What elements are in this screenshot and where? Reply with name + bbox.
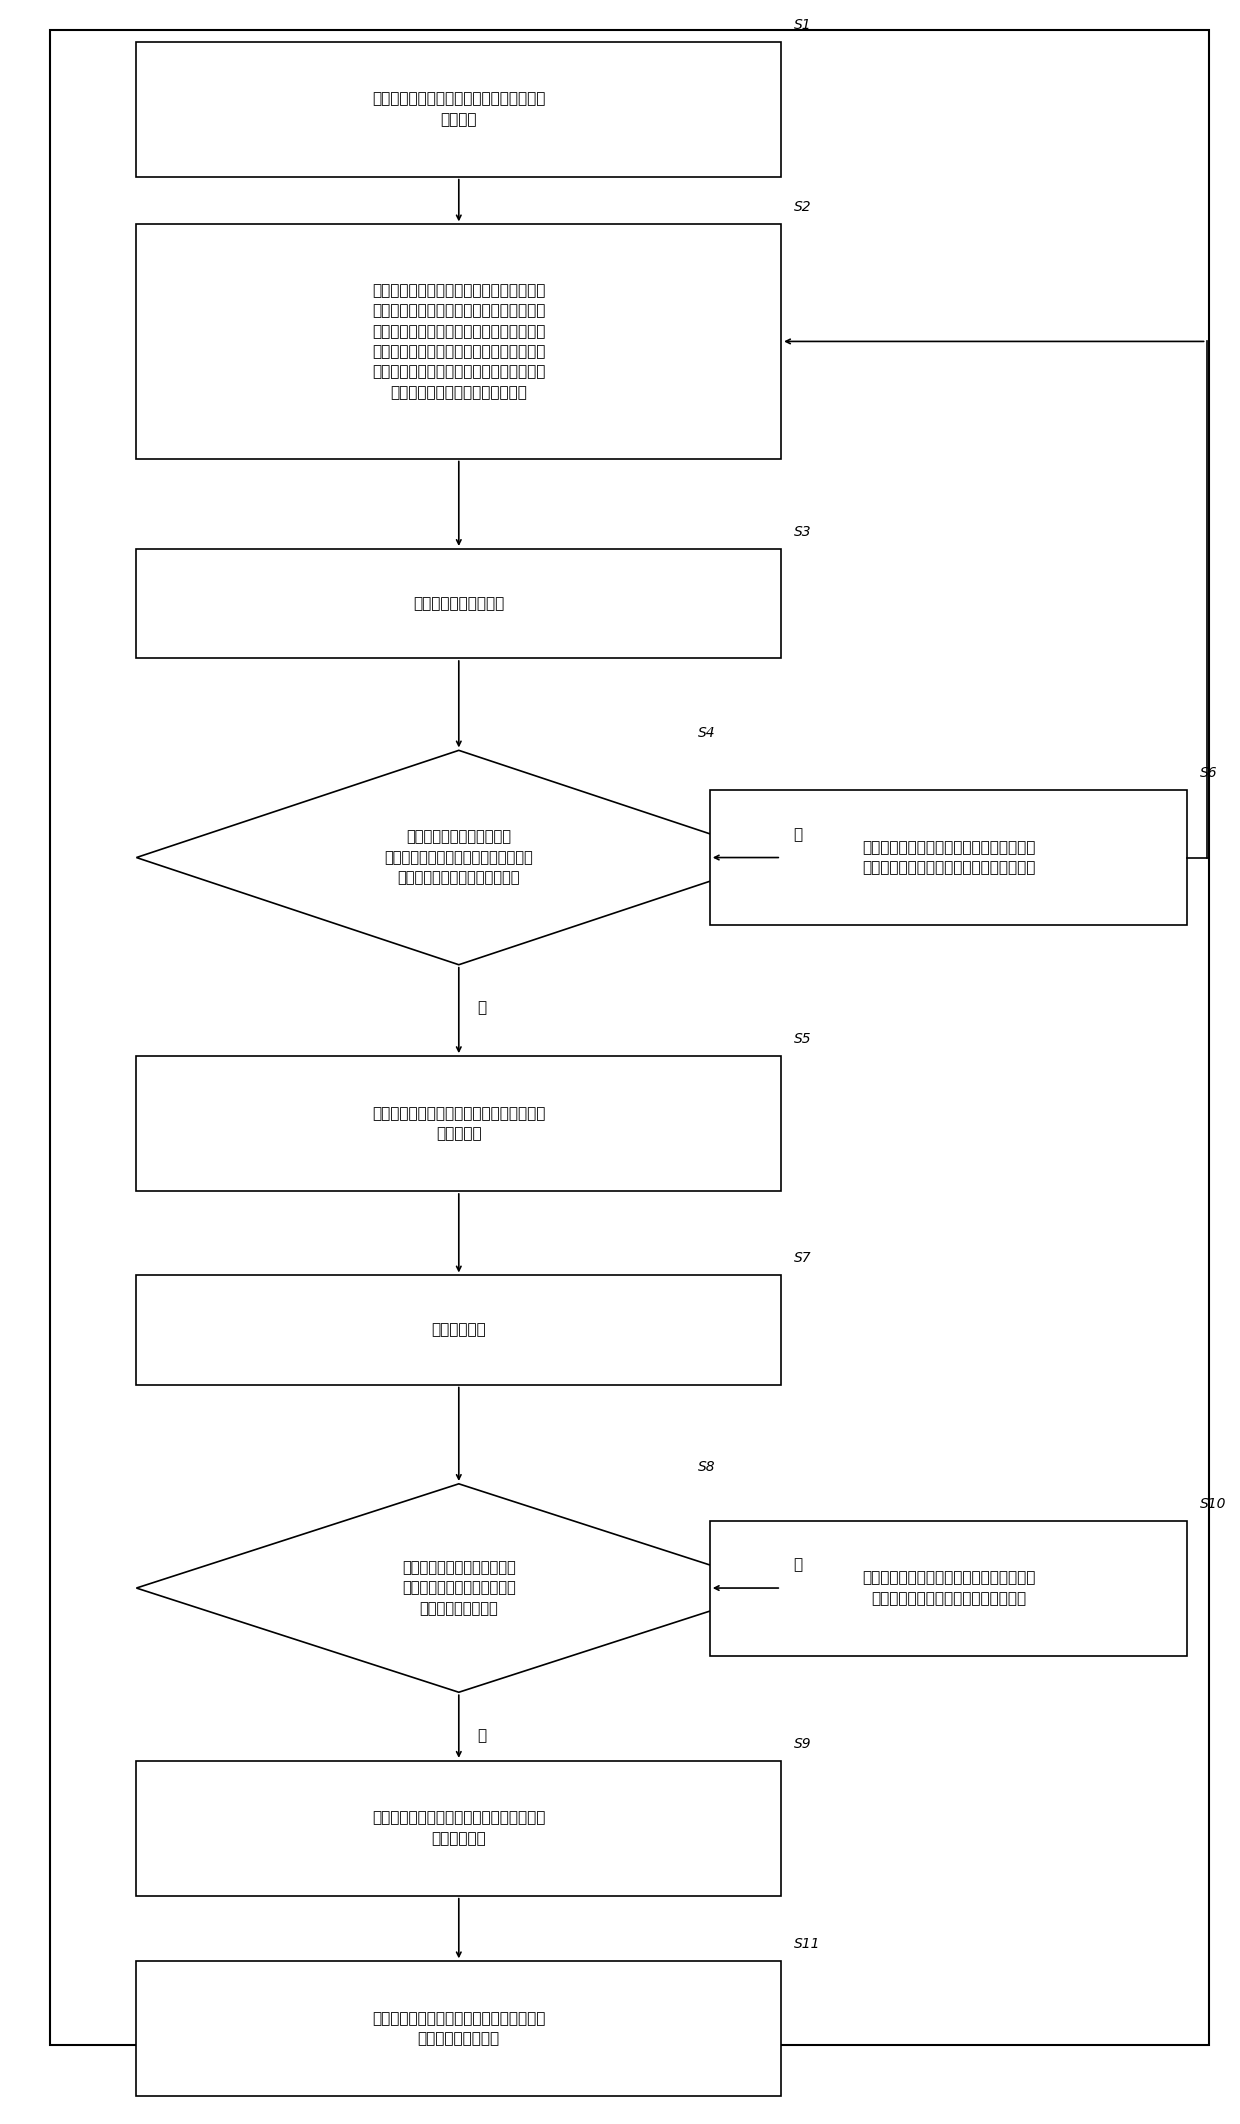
Text: 读取惯性测量单元数据: 读取惯性测量单元数据 <box>413 597 505 612</box>
Text: 当前的光流数据与前一时刻的
光流数据的差值的绝对值是否
在第二设定阈值内？: 当前的光流数据与前一时刻的 光流数据的差值的绝对值是否 在第二设定阈值内？ <box>402 1561 516 1616</box>
Text: 则第二次更新所述机器人的系统状态以及系
统协方差矩阵: 则第二次更新所述机器人的系统状态以及系 统协方差矩阵 <box>372 1810 546 1846</box>
Text: 输出第一次更新后的所述机器人的系统状态
以及系统协方差矩阵作为融合后的信息: 输出第一次更新后的所述机器人的系统状态 以及系统协方差矩阵作为融合后的信息 <box>862 1570 1035 1606</box>
Text: S10: S10 <box>1200 1497 1226 1510</box>
Text: 当前的惯性测量单元数据与
前一时刻的惯性测量单元数据的差值的
绝对值是否在第一设定阈值内？: 当前的惯性测量单元数据与 前一时刻的惯性测量单元数据的差值的 绝对值是否在第一设… <box>384 830 533 886</box>
FancyBboxPatch shape <box>709 790 1188 926</box>
FancyBboxPatch shape <box>136 225 781 459</box>
Text: S11: S11 <box>794 1937 820 1952</box>
Text: 计算得出所述机器人的左轮移动的距离和右
轮移动的距离，并结合初始化后的所述机器
人的系统状态量以及系统协方差矩阵，根据
系统状态无噪声模型进行状态预测和系统协
: 计算得出所述机器人的左轮移动的距离和右 轮移动的距离，并结合初始化后的所述机器 … <box>372 282 546 399</box>
FancyBboxPatch shape <box>136 1960 781 2096</box>
FancyBboxPatch shape <box>709 1521 1188 1655</box>
FancyBboxPatch shape <box>136 1056 781 1192</box>
FancyBboxPatch shape <box>136 42 781 176</box>
FancyBboxPatch shape <box>136 548 781 658</box>
Text: S3: S3 <box>794 525 811 539</box>
Text: S5: S5 <box>794 1032 811 1047</box>
Text: S6: S6 <box>1200 767 1218 780</box>
Text: 读取光流数据: 读取光流数据 <box>432 1323 486 1338</box>
Text: 是: 是 <box>477 1729 486 1744</box>
Text: 否: 否 <box>794 826 802 841</box>
Text: 输出第二次更新后的所述机器人的系统状态
以及系统协方差矩阵: 输出第二次更新后的所述机器人的系统状态 以及系统协方差矩阵 <box>372 2011 546 2045</box>
Text: S4: S4 <box>698 726 715 741</box>
Text: 是: 是 <box>477 1000 486 1015</box>
Text: S7: S7 <box>794 1251 811 1266</box>
Text: S9: S9 <box>794 1737 811 1750</box>
Text: S1: S1 <box>794 17 811 32</box>
Text: S8: S8 <box>698 1459 715 1474</box>
Text: 第一次更新所述机器人的系统状态以及系统
协方差矩阵: 第一次更新所述机器人的系统状态以及系统 协方差矩阵 <box>372 1107 546 1141</box>
Text: 输出所述状态预测后的所述机器人的系统状
态量以及系统协方差矩阵作为融合后的信息: 输出所述状态预测后的所述机器人的系统状 态量以及系统协方差矩阵作为融合后的信息 <box>862 839 1035 875</box>
Text: S2: S2 <box>794 200 811 215</box>
FancyBboxPatch shape <box>136 1761 781 1897</box>
Text: 初始化所述机器人的系统状态量以及系统协
方差矩阵: 初始化所述机器人的系统状态量以及系统协 方差矩阵 <box>372 91 546 127</box>
Polygon shape <box>136 750 781 964</box>
FancyBboxPatch shape <box>136 1274 781 1385</box>
Text: 否: 否 <box>794 1557 802 1572</box>
Polygon shape <box>136 1485 781 1693</box>
